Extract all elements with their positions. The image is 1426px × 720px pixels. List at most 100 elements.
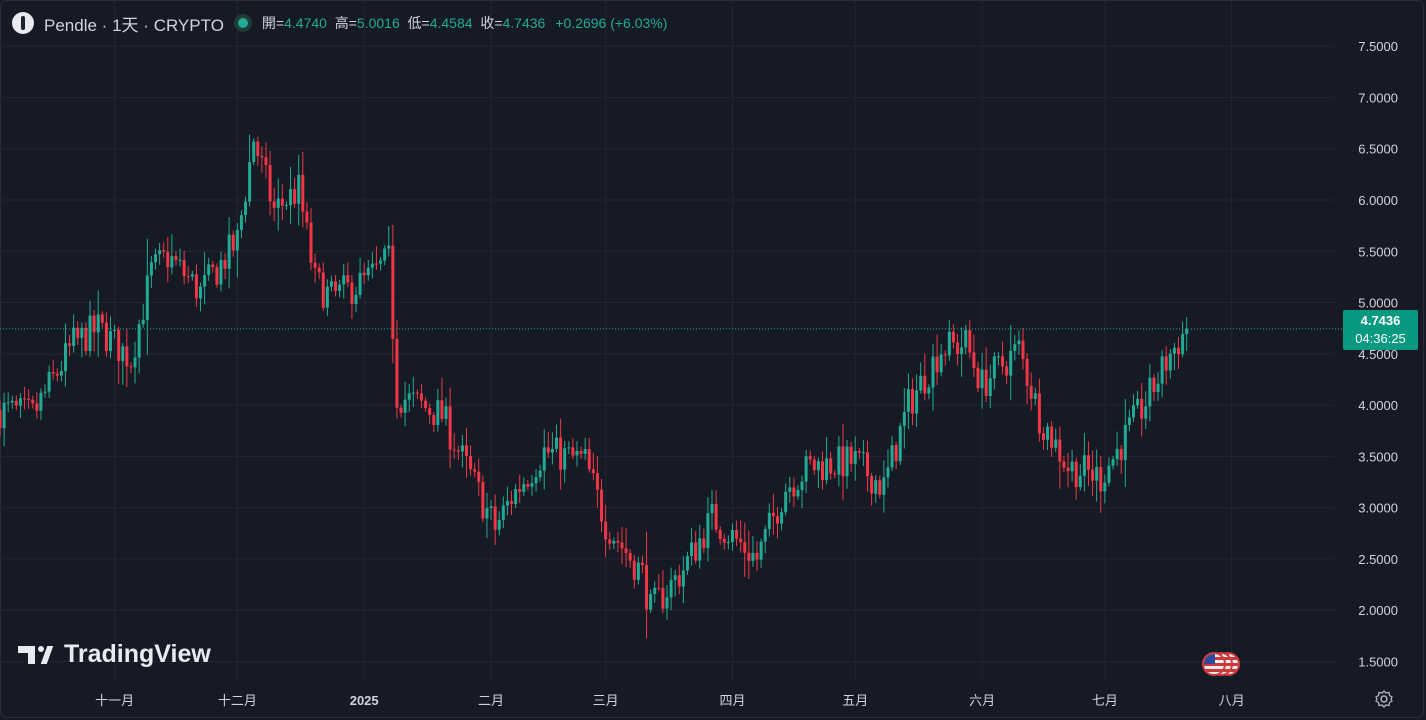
candle-body [587,449,591,470]
candle-body [469,455,473,470]
grid-layer [0,0,1334,682]
candle-body [141,319,145,325]
candle-body [1172,347,1176,354]
candle-body [145,275,149,320]
economic-events[interactable] [1202,652,1242,678]
candle-body [186,276,190,278]
candle-body [338,284,342,291]
candle-body [1037,393,1041,434]
time-tick-label: 八月 [1219,693,1245,708]
candle-body [63,343,67,372]
candle-body [1107,465,1111,483]
candle-body [804,456,808,482]
candle-body [730,530,734,542]
candle-body [608,539,612,544]
candle-body [816,461,820,471]
candle-body [194,274,198,299]
candle-body [104,322,108,352]
candle-body [39,392,43,411]
candle-body [1070,461,1074,472]
market-status-icon[interactable] [233,14,252,32]
time-tick-label: 五月 [842,693,868,708]
candle-body [620,542,624,549]
candle-body [1074,461,1078,488]
candle-body [190,274,194,277]
candle-body [685,556,689,571]
candle-body [706,513,710,549]
tradingview-logo[interactable]: TradingView [18,640,211,669]
candle-body [403,399,407,413]
candle-body [1164,356,1168,371]
candle-body [591,469,595,474]
candle-body [874,480,878,494]
pendle-coin-icon[interactable] [12,12,34,34]
candle-body [399,407,403,413]
settings-gear-icon[interactable] [1374,689,1394,709]
candle-body [223,260,227,269]
candle-body [943,354,947,356]
candle-body [923,375,927,394]
candle-body [456,450,460,452]
price-tick-label: 6.5000 [1358,142,1398,157]
candle-body [550,448,554,453]
time-tick-label: 2025 [350,693,379,708]
candle-body [211,264,215,268]
candle-body [690,542,694,557]
candle-body [125,346,129,367]
candle-body [698,538,702,561]
candle-body [1009,350,1013,376]
symbol-title[interactable]: Pendle · 1天 · CRYPTO [44,11,224,36]
high-label: 高= [334,15,357,31]
candle-body [931,356,935,388]
candle-body [297,174,301,204]
symbol-legend: Pendle · 1天 · CRYPTO 開=4.4740 高=5.0016 低… [12,10,667,36]
ohlc-values: 開=4.4740 高=5.0016 低=4.4584 收=4.7436 [262,13,545,33]
candle-body [1152,377,1156,393]
price-tick-label: 3.5000 [1358,449,1398,464]
candle-body [407,393,411,400]
candle-body [31,399,35,404]
candle-body [301,174,305,212]
candle-body [677,575,681,587]
candle-body [800,481,804,490]
candle-body [374,263,378,265]
high-value: 5.0016 [356,15,400,31]
price-tick-label: 2.5000 [1358,552,1398,567]
candle-body [248,162,252,202]
candle-body [992,356,996,379]
candle-body [1115,448,1119,460]
symbol-name: Pendle [44,15,97,35]
candle-body [215,267,219,285]
us-flag-event-icon[interactable] [1202,652,1226,676]
candle-body [1025,358,1029,386]
candle-body [1168,353,1172,371]
candle-body [1001,356,1005,367]
candle-body [432,414,436,426]
candle-body [252,141,256,163]
candle-body [289,189,293,206]
low-value: 4.4584 [429,15,473,31]
candle-body [1062,461,1066,468]
candle-body [43,391,47,393]
candle-body [158,250,162,255]
candle-body [1058,439,1062,462]
candle-body [1082,455,1086,476]
candle-body [444,406,448,419]
candle-body [563,448,567,470]
candle-body [632,560,636,580]
candle-body [27,398,31,400]
candle-body [35,403,39,411]
candle-body [366,267,370,276]
candle-body [428,408,432,415]
candle-body [579,451,583,454]
candle-body [272,201,276,208]
candle-body [718,529,722,539]
candle-body [935,356,939,373]
tradingview-logo-icon [18,643,56,667]
candle-body [47,371,51,392]
candle-body [1091,469,1095,481]
candle-body [956,342,960,355]
candle-body [747,552,751,561]
candle-body [980,369,984,389]
